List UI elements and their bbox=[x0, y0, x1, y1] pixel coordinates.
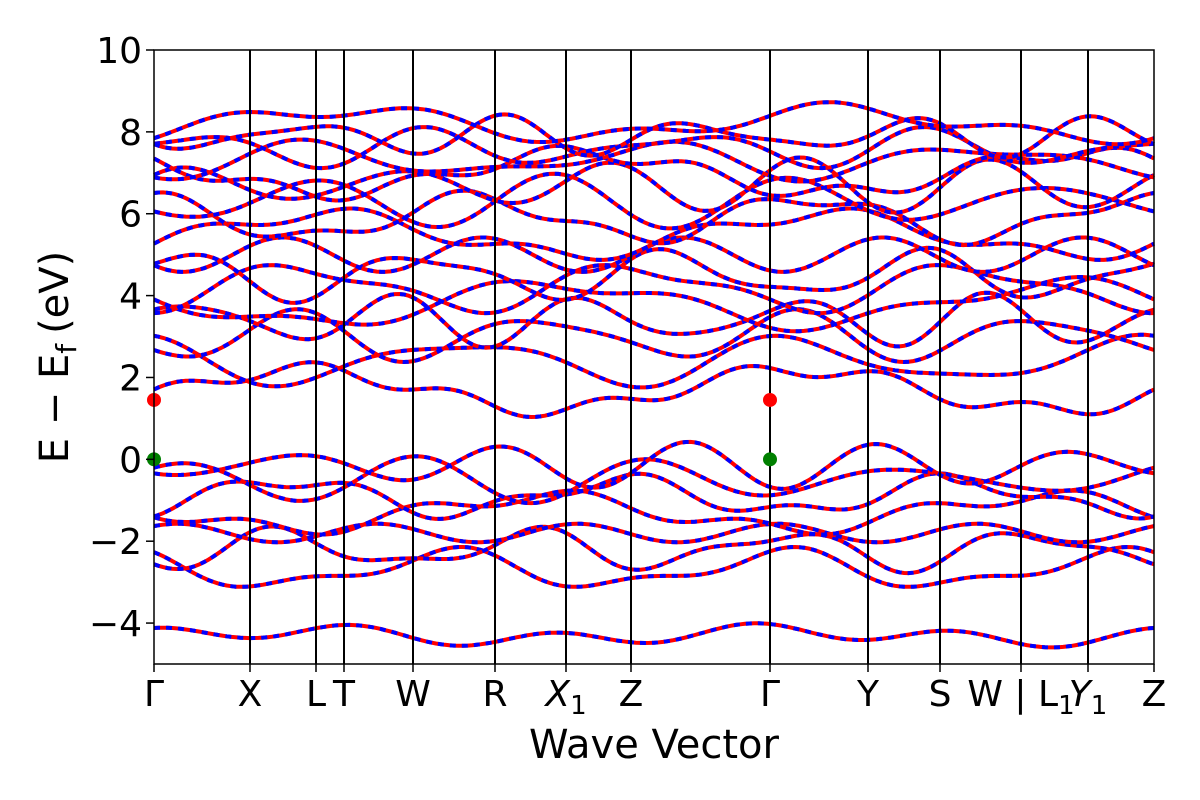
y-tick-label: 6 bbox=[119, 195, 142, 236]
y-tick-label: 2 bbox=[119, 358, 142, 399]
band-line-dashed bbox=[153, 188, 1155, 248]
band-line-solid bbox=[153, 439, 1155, 491]
band-line-dashed bbox=[153, 488, 1155, 537]
extremum-point bbox=[763, 392, 777, 407]
band-line-dashed bbox=[153, 263, 1154, 316]
x-tick-label: W | L1 bbox=[967, 674, 1074, 721]
y-axis-title-unit: (eV) bbox=[32, 251, 78, 334]
band-line-dashed bbox=[153, 171, 1155, 231]
band-line-dashed bbox=[153, 360, 1155, 420]
kpoint-divider-group bbox=[249, 50, 1089, 664]
y-axis-title-main: E − E bbox=[32, 354, 78, 464]
extremum-point bbox=[763, 452, 777, 467]
band-line-solid bbox=[153, 332, 1155, 390]
band-line-solid bbox=[153, 471, 1155, 521]
x-tick-label: Z bbox=[1142, 674, 1167, 715]
x-tick-label: Γ bbox=[760, 674, 780, 715]
band-line-dashed bbox=[153, 143, 1155, 203]
x-tick-label: R bbox=[482, 674, 507, 715]
x-tick-label: L bbox=[306, 674, 326, 715]
x-tick-label: Z bbox=[619, 674, 644, 715]
band-line-dashed bbox=[153, 307, 1155, 365]
x-tick-label: X1 bbox=[543, 674, 586, 721]
y-tick-label: −2 bbox=[89, 522, 142, 563]
band-line-dashed bbox=[153, 471, 1155, 521]
x-tick-label: S bbox=[929, 674, 952, 715]
bands-group bbox=[153, 100, 1155, 650]
y-tick-label: 10 bbox=[96, 31, 142, 72]
y-tick-label: −4 bbox=[89, 604, 142, 645]
band-line-dashed bbox=[153, 245, 1155, 305]
x-tick-label: X bbox=[238, 674, 263, 715]
band-line-dashed bbox=[153, 290, 1155, 350]
highlight-points-group bbox=[147, 392, 777, 467]
x-tick-label: Y bbox=[856, 674, 880, 715]
y-axis-title-sub: f bbox=[50, 343, 83, 354]
band-line-dashed bbox=[153, 274, 1155, 334]
x-axis-title: Wave Vector bbox=[529, 722, 780, 768]
band-line-dashed bbox=[153, 454, 1155, 506]
band-line-solid bbox=[153, 454, 1155, 506]
y-tick-label: 8 bbox=[119, 113, 142, 154]
band-line-dashed bbox=[153, 544, 1155, 589]
band-line-solid bbox=[153, 263, 1154, 316]
band-line-solid bbox=[153, 112, 1155, 160]
plot-frame bbox=[153, 49, 1155, 665]
band-line-dashed bbox=[153, 100, 1155, 147]
x-tick-label: W bbox=[395, 674, 431, 715]
band-line-dashed bbox=[153, 621, 1155, 650]
y-axis-ticks: −4 −2 0 2 4 6 8 10 bbox=[89, 31, 154, 645]
band-line-dashed bbox=[153, 235, 1155, 274]
y-tick-label: 4 bbox=[119, 277, 142, 318]
band-line-dashed bbox=[153, 155, 1155, 215]
y-axis-title: E − Ef (eV) bbox=[32, 251, 83, 464]
band-line-dashed bbox=[153, 439, 1155, 491]
x-tick-label: Y1 bbox=[1069, 674, 1108, 721]
band-line-solid bbox=[153, 360, 1155, 420]
band-line-dashed bbox=[153, 112, 1155, 160]
band-line-dashed bbox=[153, 524, 1155, 576]
y-tick-label: 0 bbox=[119, 440, 142, 481]
x-tick-label: T bbox=[332, 674, 356, 715]
x-tick-label: Γ bbox=[144, 674, 164, 715]
